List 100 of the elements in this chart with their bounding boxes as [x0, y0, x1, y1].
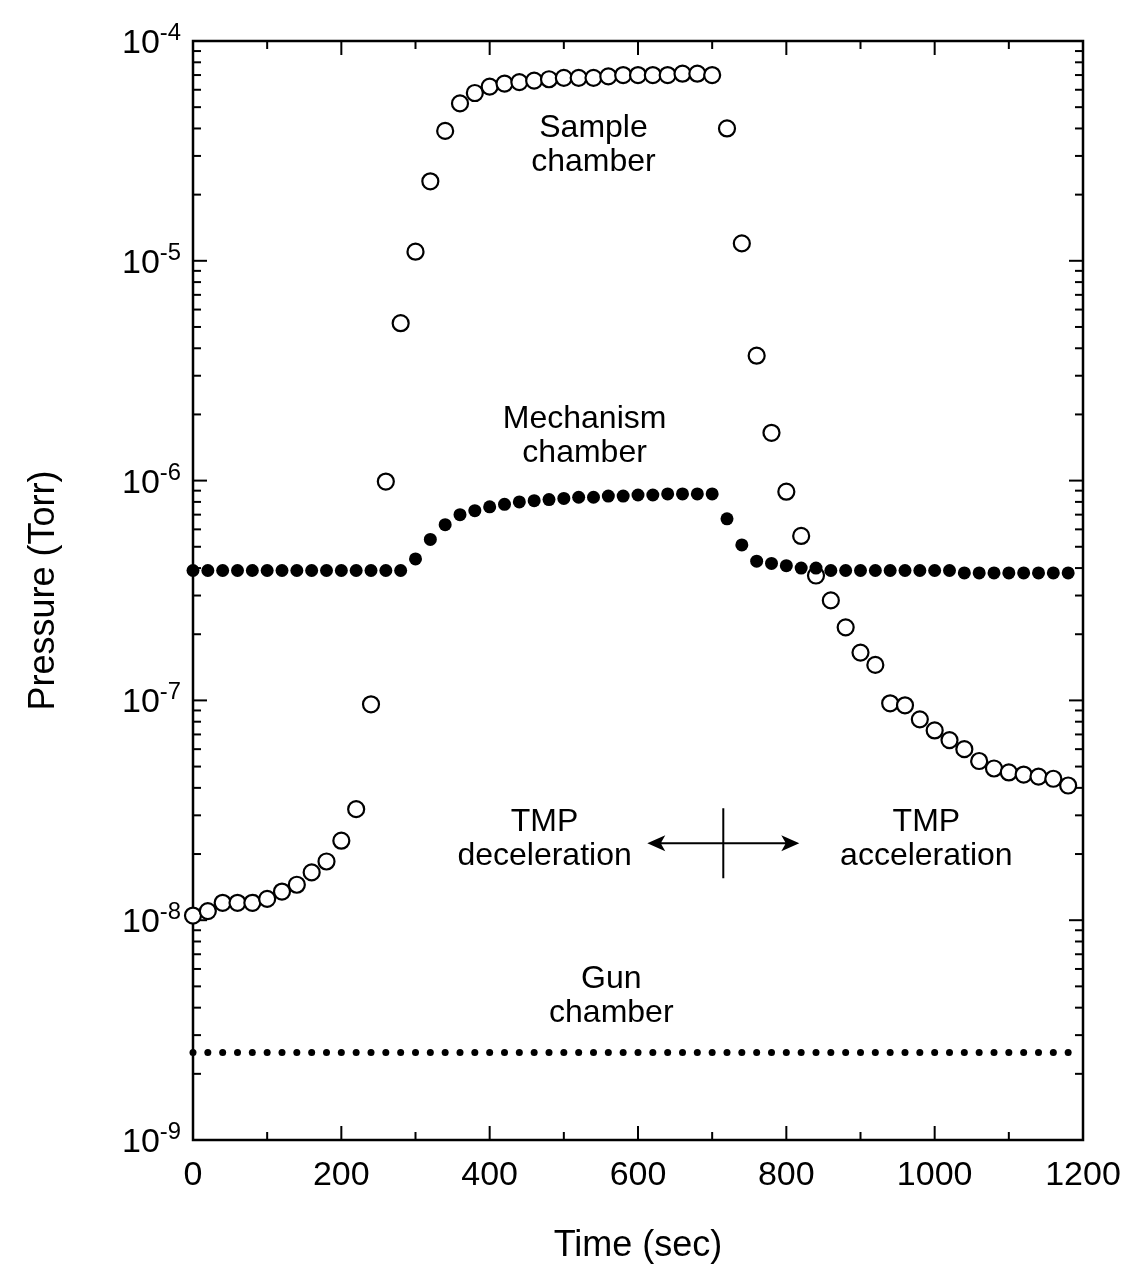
point — [450, 94, 470, 113]
point — [646, 488, 660, 502]
point — [1044, 769, 1063, 788]
point — [616, 489, 630, 503]
point — [990, 1049, 998, 1057]
point — [441, 1049, 449, 1057]
point — [308, 1049, 316, 1057]
y-tick-label: 10$^{-9}$ — [122, 1116, 181, 1159]
point — [453, 508, 467, 522]
point — [901, 1049, 909, 1057]
point — [186, 563, 200, 577]
point — [842, 1049, 850, 1057]
point — [732, 234, 751, 253]
point — [688, 64, 707, 83]
point — [275, 563, 289, 577]
point — [302, 863, 321, 882]
point — [777, 482, 796, 501]
point — [423, 532, 437, 546]
point — [619, 1049, 627, 1057]
point — [768, 1049, 775, 1057]
point — [347, 800, 366, 819]
point — [946, 1049, 953, 1057]
point — [391, 314, 410, 333]
point — [782, 1049, 790, 1057]
point — [970, 751, 989, 771]
point — [868, 563, 882, 577]
point — [483, 500, 497, 514]
point — [797, 1049, 805, 1057]
point — [762, 423, 781, 442]
point — [278, 1049, 286, 1057]
point — [1061, 566, 1075, 580]
annotation: TMP acceleration — [840, 802, 1013, 873]
point — [201, 563, 215, 577]
point — [883, 563, 897, 577]
point — [779, 559, 793, 573]
point — [260, 563, 274, 577]
point — [975, 1049, 983, 1057]
point — [320, 563, 333, 577]
point — [634, 1049, 642, 1057]
point — [821, 591, 840, 610]
point — [1049, 1049, 1057, 1057]
point — [747, 346, 766, 365]
point — [527, 494, 541, 508]
point — [703, 65, 722, 85]
point — [661, 487, 675, 501]
point — [708, 1049, 716, 1057]
point — [928, 563, 942, 577]
point — [248, 1049, 256, 1057]
point — [812, 1049, 820, 1057]
point — [569, 68, 588, 87]
point — [723, 1049, 731, 1057]
point — [379, 563, 393, 577]
y-tick-label: 10$^{-4}$ — [122, 17, 181, 60]
point — [560, 1049, 568, 1057]
point — [690, 487, 704, 501]
point — [631, 488, 645, 502]
point — [337, 1049, 345, 1057]
y-tick-label: 10$^{-8}$ — [122, 896, 181, 940]
point — [679, 1049, 686, 1057]
point — [512, 495, 526, 509]
point — [628, 65, 648, 85]
point — [436, 121, 455, 140]
point — [317, 852, 336, 871]
point — [228, 893, 247, 912]
point — [183, 906, 203, 925]
point — [542, 493, 556, 507]
point — [376, 472, 395, 491]
point — [999, 763, 1018, 782]
point — [881, 694, 900, 713]
point — [1017, 566, 1031, 580]
point — [984, 759, 1004, 778]
x-tick-label: 600 — [609, 1154, 667, 1192]
point — [1029, 767, 1048, 786]
point — [913, 563, 927, 577]
point — [735, 538, 749, 552]
point — [421, 172, 440, 191]
point — [263, 1049, 271, 1057]
point — [495, 74, 514, 93]
point — [972, 566, 986, 580]
point — [554, 68, 573, 87]
point — [987, 566, 1001, 580]
point — [305, 563, 319, 577]
point — [794, 561, 808, 575]
point — [895, 696, 915, 715]
point — [394, 563, 408, 577]
point — [910, 710, 929, 729]
point — [361, 695, 381, 714]
point — [409, 552, 422, 566]
point — [960, 1049, 968, 1057]
point — [456, 1049, 464, 1057]
point — [243, 893, 262, 912]
point — [1046, 566, 1060, 580]
point — [332, 831, 351, 850]
point — [676, 487, 689, 501]
point — [925, 721, 944, 740]
point — [189, 1049, 197, 1057]
point — [557, 491, 571, 505]
x-tick-label: 200 — [312, 1154, 370, 1192]
y-axis-title: Pressure (Torr) — [21, 470, 62, 711]
point — [1002, 566, 1016, 580]
